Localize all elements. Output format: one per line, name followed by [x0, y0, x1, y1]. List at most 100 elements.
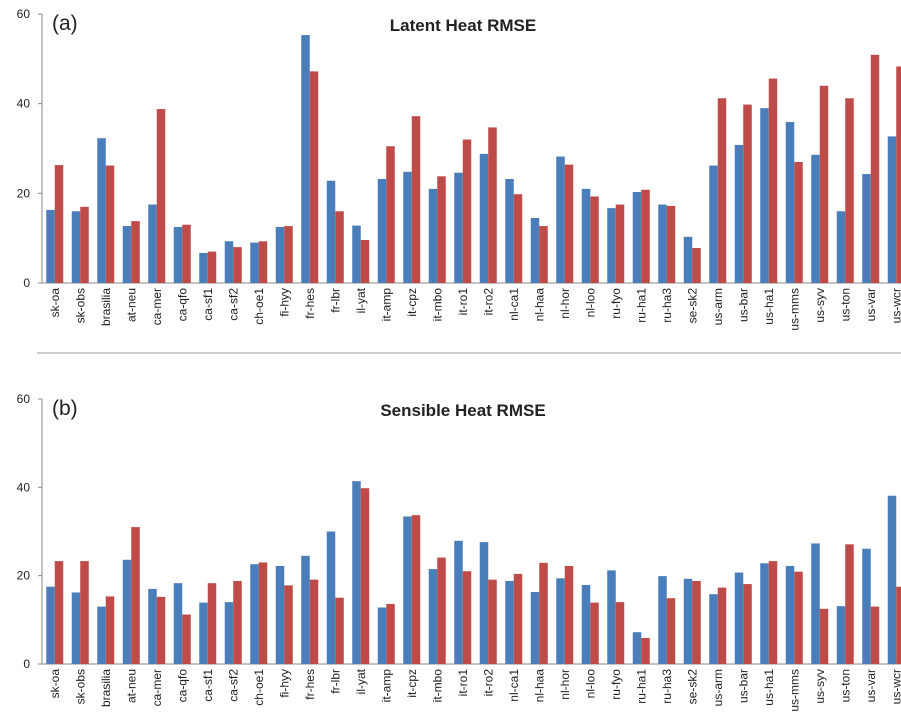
bar: [207, 583, 217, 664]
bar: [505, 178, 514, 283]
y-tick-label: 0: [23, 276, 30, 290]
bar: [811, 154, 820, 283]
panel-label: (b): [52, 397, 78, 420]
bar: [182, 224, 191, 283]
bar: [377, 178, 387, 283]
bar: [428, 188, 438, 283]
bar: [819, 608, 829, 664]
bar: [403, 516, 412, 664]
bar: [709, 594, 718, 664]
bar: [122, 226, 132, 283]
bar: [683, 236, 693, 283]
x-tick-label: us-syv: [813, 288, 827, 323]
bar: [896, 586, 901, 664]
y-tick-label: 60: [17, 392, 31, 406]
bar: [428, 569, 438, 664]
bar: [284, 585, 293, 664]
bar: [887, 495, 897, 664]
bar: [615, 602, 625, 664]
bar: [309, 71, 319, 284]
x-tick-label: nl-haa: [532, 288, 546, 322]
bar: [71, 592, 81, 664]
bar: [513, 194, 523, 283]
x-tick-label: nl-loo: [583, 669, 597, 699]
bar: [326, 180, 336, 283]
x-tick-label: us-mms: [787, 288, 801, 331]
bar: [785, 565, 795, 664]
bar: [335, 597, 344, 664]
x-tick-label: us-syv: [813, 669, 827, 704]
bar: [479, 542, 489, 664]
bar: [734, 144, 744, 283]
bar: [488, 127, 497, 283]
bar: [632, 191, 642, 283]
bar: [692, 580, 701, 664]
x-tick-label: ru-ha3: [660, 288, 674, 323]
bar: [581, 188, 591, 283]
bar: [97, 606, 106, 664]
x-tick-label: at-neu: [124, 288, 138, 322]
x-tick-label: brasilia: [99, 669, 113, 707]
bar: [607, 570, 616, 664]
x-tick-label: us-ton: [838, 288, 852, 321]
bar: [539, 226, 548, 283]
bar: [250, 242, 259, 283]
bar: [862, 548, 871, 664]
bar: [437, 557, 446, 664]
y-tick-label: 40: [17, 480, 31, 494]
bar: [80, 206, 89, 283]
x-tick-label: il-yat: [354, 668, 368, 694]
x-tick-label: it-ro2: [481, 669, 495, 697]
bar: [352, 481, 361, 664]
bar: [785, 122, 795, 283]
bar: [258, 562, 268, 664]
bar: [335, 211, 344, 283]
bar: [564, 164, 574, 283]
x-tick-label: us-ha1: [762, 669, 776, 706]
x-tick-label: it-ro1: [456, 669, 470, 697]
bar: [734, 572, 744, 664]
y-tick-label: 0: [23, 657, 30, 671]
bar: [641, 637, 650, 664]
x-tick-label: ca-mer: [150, 288, 164, 325]
x-tick-label: il-yat: [354, 287, 368, 313]
bar: [556, 156, 565, 283]
bar: [275, 226, 285, 283]
bar: [275, 565, 285, 664]
chart-title: Sensible Heat RMSE: [380, 401, 545, 420]
x-tick-label: se-sk2: [685, 669, 699, 705]
bar: [845, 544, 854, 664]
bar: [836, 211, 846, 283]
bar: [717, 587, 727, 664]
x-tick-label: ca-sf2: [226, 288, 240, 321]
bar: [530, 217, 540, 283]
bar: [131, 527, 140, 664]
bar: [182, 614, 191, 664]
bar: [896, 66, 901, 283]
bar: [301, 555, 310, 664]
bar: [819, 85, 829, 283]
bar: [386, 146, 395, 283]
bar: [403, 171, 412, 283]
x-tick-label: fi-hyy: [277, 288, 291, 317]
x-tick-label: ru-ha3: [660, 669, 674, 704]
bar: [632, 632, 642, 664]
bar: [309, 579, 319, 664]
bar: [513, 573, 523, 664]
bar: [173, 226, 183, 283]
bar: [258, 241, 268, 283]
bar: [411, 116, 421, 283]
bar: [581, 584, 591, 664]
x-tick-label: sk-oa: [48, 669, 62, 699]
bar: [156, 109, 166, 284]
bar: [437, 176, 446, 283]
x-tick-label: it-mbo: [430, 288, 444, 322]
bar: [173, 583, 183, 664]
bar: [836, 606, 846, 664]
x-tick-label: us-var: [864, 288, 878, 321]
bar: [284, 226, 293, 283]
bar: [768, 561, 778, 664]
bar: [683, 578, 693, 664]
bar: [46, 209, 55, 283]
